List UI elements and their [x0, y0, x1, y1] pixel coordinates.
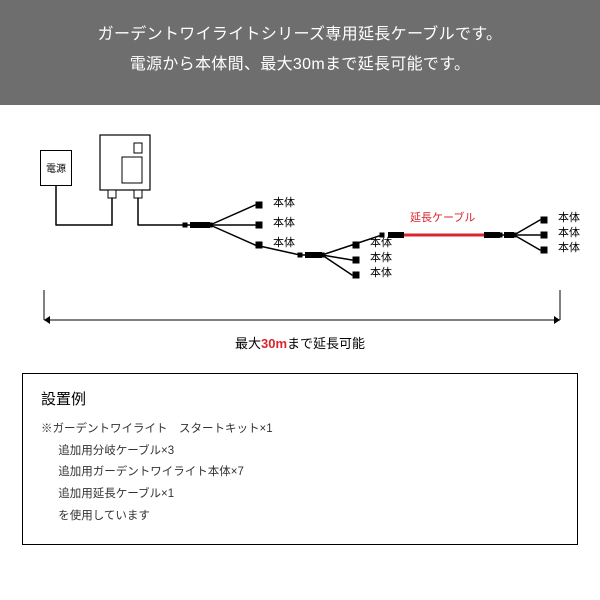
diagram-label: 本体 — [273, 234, 295, 250]
power-box: 電源 — [40, 150, 72, 186]
diagram-label: 本体 — [273, 214, 295, 230]
diagram-label: 本体 — [558, 239, 580, 255]
header-line1: ガーデントワイライトシリーズ専用延長ケーブルです。 — [10, 20, 590, 50]
header-banner: ガーデントワイライトシリーズ専用延長ケーブルです。 電源から本体間、最大30mま… — [0, 0, 600, 105]
example-line: 追加用分岐ケーブル×3 — [41, 441, 559, 463]
example-line: を使用しています — [41, 506, 559, 528]
diagram-label: 本体 — [558, 209, 580, 225]
example-box: 設置例 ※ガーデントワイライト スタートキット×1追加用分岐ケーブル×3追加用ガ… — [22, 373, 578, 545]
wiring-diagram: 電源本体本体本体本体本体本体本体本体本体延長ケーブル最大30mまで延長可能 — [0, 105, 600, 365]
diagram-label: 本体 — [370, 264, 392, 280]
diagram-label: 延長ケーブル — [410, 209, 475, 225]
diagram-label: 本体 — [370, 234, 392, 250]
example-line: ※ガーデントワイライト スタートキット×1 — [41, 419, 559, 441]
header-line2: 電源から本体間、最大30mまで延長可能です。 — [10, 50, 590, 80]
diagram-label: 本体 — [558, 224, 580, 240]
dimension-text: 最大30mまで延長可能 — [0, 333, 600, 352]
diagram-svg — [0, 105, 600, 365]
diagram-label: 本体 — [273, 194, 295, 210]
example-line: 追加用延長ケーブル×1 — [41, 484, 559, 506]
diagram-label: 本体 — [370, 249, 392, 265]
example-line: 追加用ガーデントワイライト本体×7 — [41, 462, 559, 484]
example-title: 設置例 — [41, 388, 559, 409]
